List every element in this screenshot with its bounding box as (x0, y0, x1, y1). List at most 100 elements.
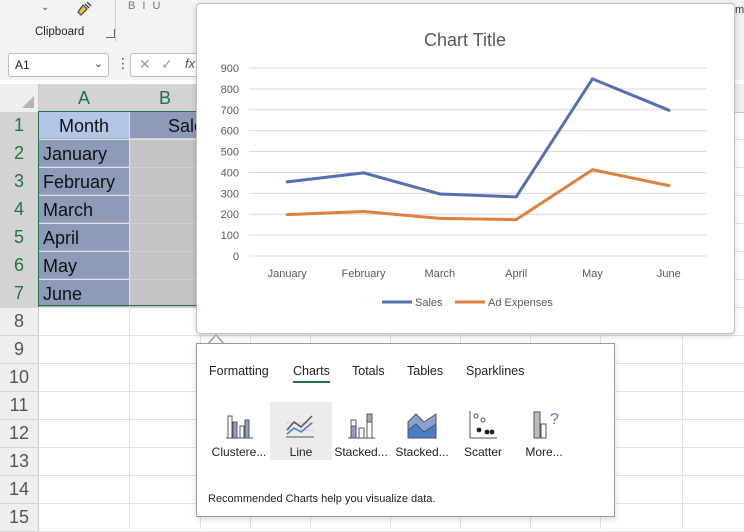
format-painter-icon[interactable] (73, 0, 93, 20)
data-point[interactable] (438, 216, 442, 220)
y-tick-label: 500 (221, 147, 239, 159)
scatter-option[interactable]: Scatter (453, 402, 513, 460)
row-header-4[interactable]: 4 (0, 196, 40, 224)
cell-b5[interactable] (130, 224, 200, 252)
insert-function-icon[interactable]: fx (185, 56, 196, 71)
y-tick-label: 900 (221, 63, 239, 75)
chart-canvas: Chart Title 0 100 200 300 400 500 600 700 800 900… (221, 30, 707, 309)
row-header-10[interactable]: 10 (0, 364, 39, 392)
row-header-3[interactable]: 3 (0, 168, 40, 196)
series-line-sales[interactable] (286, 77, 670, 199)
data-point[interactable] (591, 168, 594, 172)
name-box-value: A1 (15, 58, 30, 72)
line-chart-label: Line (289, 445, 313, 459)
clipboard-dialog-launcher-icon[interactable] (106, 29, 115, 38)
tab-sparklines[interactable]: Sparklines (466, 364, 525, 378)
select-all-icon (22, 96, 34, 108)
font-format-buttons[interactable]: B I U (128, 0, 163, 12)
cell-a4[interactable]: March (39, 196, 129, 223)
clipboard-group: ⌄ Clipboard (7, 0, 116, 42)
data-point[interactable] (514, 195, 518, 199)
row-header-15[interactable]: 15 (0, 504, 39, 532)
more-charts-option[interactable]: ? More... (514, 402, 574, 460)
more-options-icon[interactable]: ⋮ (116, 55, 130, 71)
clipboard-group-label: Clipboard (35, 26, 85, 38)
tab-charts[interactable]: Charts (293, 364, 330, 383)
tab-formatting[interactable]: Formatting (209, 364, 269, 378)
name-box[interactable]: A1 ⌄ (8, 53, 109, 77)
row-header-12[interactable]: 12 (0, 420, 39, 448)
y-tick-label: 700 (221, 105, 239, 117)
cell-a6[interactable]: May (39, 252, 129, 279)
y-tick-label: 100 (221, 230, 239, 242)
x-tick-label: February (341, 268, 386, 280)
row-header-5[interactable]: 5 (0, 224, 40, 252)
cell-a2[interactable]: January (39, 140, 129, 167)
cell-a7[interactable]: June (39, 280, 129, 307)
tab-totals[interactable]: Totals (352, 364, 385, 378)
row-header-6[interactable]: 6 (0, 252, 40, 280)
row-header-9[interactable]: 9 (0, 336, 39, 364)
x-tick-label: April (505, 268, 527, 280)
y-tick-label: 300 (221, 188, 239, 200)
y-tick-label: 400 (221, 167, 239, 179)
clustered-bar-option[interactable]: Clustere... (209, 402, 269, 460)
line-chart[interactable]: Chart Title 0 100 200 300 400 500 600 700 800 900… (196, 3, 735, 334)
cell-b3[interactable] (130, 168, 200, 196)
stacked-bar-option[interactable]: Stacked... (331, 402, 391, 460)
x-tick-label: March (425, 268, 456, 280)
row-gridline (38, 335, 744, 336)
data-point[interactable] (438, 192, 442, 196)
selection-border (38, 111, 200, 306)
stacked-bar-label: Stacked... (334, 445, 388, 459)
more-charts-icon: ? (533, 411, 559, 439)
clustered-bar-label: Clustere... (211, 445, 267, 459)
cell-a1[interactable]: Month (39, 112, 129, 139)
data-point[interactable] (285, 213, 289, 217)
enter-icon[interactable]: ✓ (161, 56, 173, 72)
row-header-2[interactable]: 2 (0, 140, 40, 168)
column-gridline (129, 112, 130, 529)
series-line-ad-expenses[interactable] (287, 168, 670, 222)
y-tick-label: 600 (221, 126, 239, 138)
quick-analysis-pointer-fill (208, 336, 224, 345)
column-header-a[interactable]: A (39, 84, 130, 114)
data-point[interactable] (667, 108, 671, 112)
stacked-bar-icon (348, 413, 375, 439)
cancel-icon[interactable]: ✕ (139, 56, 151, 72)
cell-a5[interactable]: April (39, 224, 129, 251)
chart-title[interactable]: Chart Title (424, 30, 506, 50)
row-header-11[interactable]: 11 (0, 392, 39, 420)
data-point[interactable] (514, 218, 518, 222)
x-tick-label: June (657, 268, 681, 280)
row-header-7[interactable]: 7 (0, 280, 40, 308)
legend-label[interactable]: Sales (415, 297, 443, 309)
paste-dropdown-icon[interactable]: ⌄ (41, 2, 50, 13)
stacked-area-icon (407, 413, 437, 439)
cell-b1[interactable]: Sale (130, 112, 200, 139)
line-chart-option[interactable]: Line (270, 402, 332, 460)
data-point[interactable] (362, 171, 365, 175)
column-header-b[interactable]: B (130, 84, 201, 114)
y-tick-label: 200 (221, 209, 239, 221)
row-header-1[interactable]: 1 (0, 112, 40, 140)
data-point[interactable] (667, 184, 671, 188)
cell-b2[interactable] (130, 140, 200, 168)
cell-b6[interactable] (130, 252, 200, 280)
row-header-14[interactable]: 14 (0, 476, 39, 504)
quick-analysis-panel: Formatting Charts Totals Tables Sparklin… (196, 343, 615, 517)
data-point[interactable] (591, 77, 594, 81)
row-header-13[interactable]: 13 (0, 448, 39, 476)
cell-a3[interactable]: February (39, 168, 129, 195)
svg-text:?: ? (550, 411, 559, 428)
legend-label[interactable]: Ad Expenses (488, 297, 553, 309)
stacked-area-option[interactable]: Stacked... (392, 402, 452, 460)
ribbon-right-partial: m (735, 4, 744, 16)
data-point[interactable] (362, 210, 365, 214)
row-header-8[interactable]: 8 (0, 308, 39, 336)
tab-tables[interactable]: Tables (407, 364, 444, 378)
data-point[interactable] (285, 180, 289, 184)
chevron-down-icon[interactable]: ⌄ (93, 58, 103, 70)
cell-b7[interactable] (130, 280, 200, 308)
cell-b4[interactable] (130, 196, 200, 224)
